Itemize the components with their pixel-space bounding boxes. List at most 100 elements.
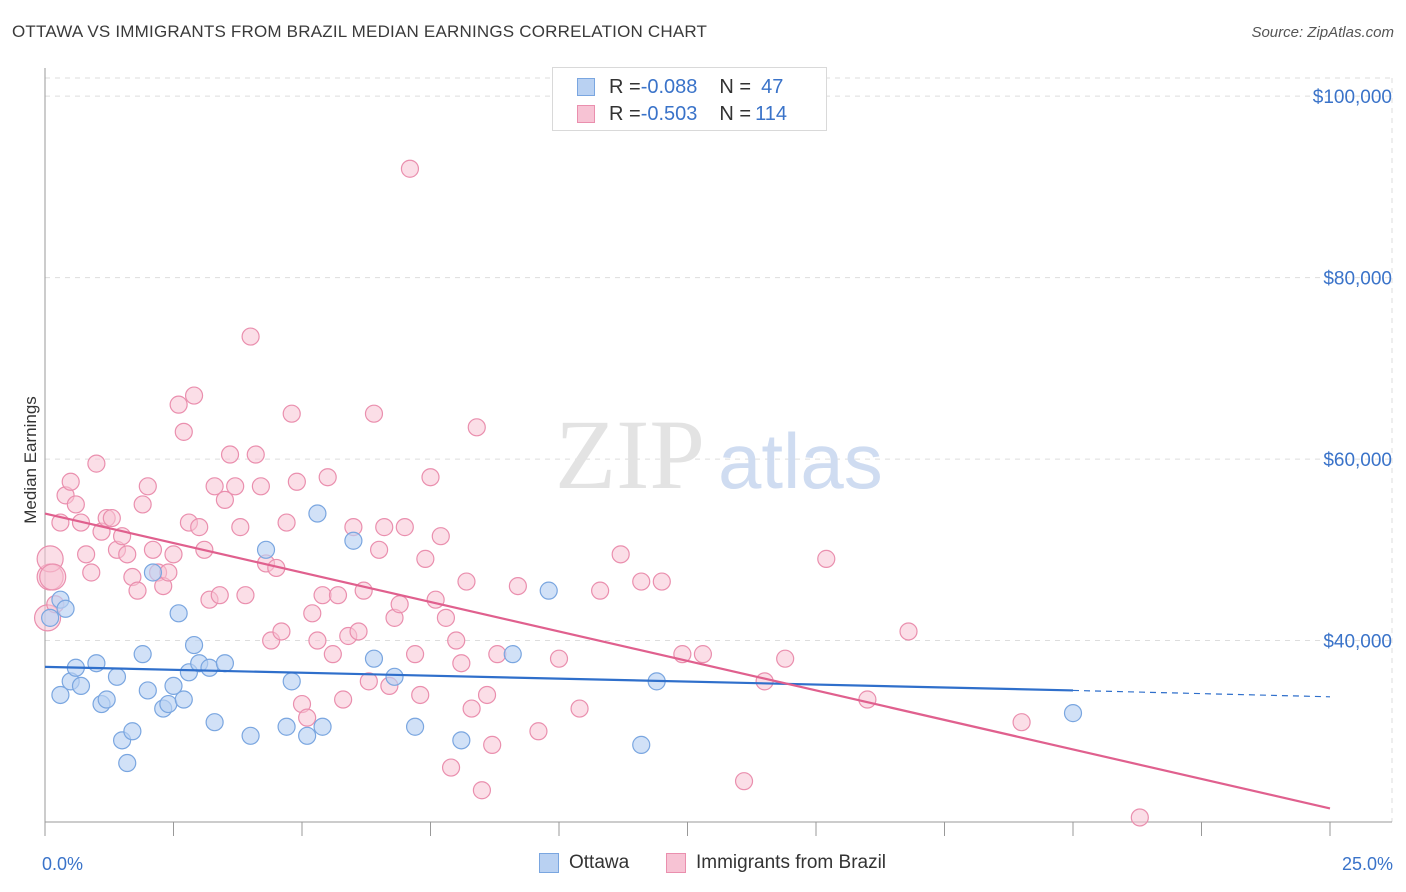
data-point-ottawa xyxy=(51,685,70,705)
data-point-brazil xyxy=(133,495,152,514)
data-point-ottawa xyxy=(56,599,75,618)
data-point-brazil xyxy=(467,418,486,437)
trend-line-brazil xyxy=(44,512,1331,810)
legend-n-value: 114 xyxy=(755,102,787,125)
data-point-brazil xyxy=(128,581,147,600)
data-point-ottawa xyxy=(405,717,425,736)
data-point-brazil xyxy=(143,540,163,559)
source-note: Source: ZipAtlas.com xyxy=(1251,24,1394,41)
data-point-brazil xyxy=(411,685,430,705)
data-point-ottawa xyxy=(215,654,234,673)
data-point-ottawa xyxy=(632,735,651,754)
data-point-brazil xyxy=(66,495,85,514)
grid-lines xyxy=(45,77,1393,822)
data-point-brazil xyxy=(858,690,877,709)
series-brazil-points xyxy=(33,159,1149,827)
data-point-ottawa xyxy=(97,690,116,709)
data-point-brazil xyxy=(1012,713,1031,732)
data-point-ottawa xyxy=(164,676,183,696)
data-point-brazil xyxy=(400,159,420,178)
x-tick-label-min: 0.0% xyxy=(42,854,83,874)
legend-n-label: N = xyxy=(719,75,752,98)
data-point-brazil xyxy=(184,386,204,405)
legend-swatch-brazil xyxy=(577,105,595,123)
data-point-brazil xyxy=(39,563,67,591)
bottom-legend-label-brazil: Immigrants from Brazil xyxy=(696,852,887,873)
data-point-brazil xyxy=(118,545,137,564)
data-point-ottawa xyxy=(298,726,317,745)
data-point-brazil xyxy=(298,708,317,727)
data-point-brazil xyxy=(303,604,322,623)
bottom-legend-swatch-brazil xyxy=(666,853,686,873)
y-tick-label: $40,000 xyxy=(1323,632,1392,653)
legend-n-label: N = xyxy=(719,102,752,125)
legend-r-label: R = xyxy=(609,75,641,98)
y-tick-label: $60,000 xyxy=(1323,450,1392,471)
legend-r-value: -0.503 xyxy=(640,102,698,125)
data-point-brazil xyxy=(215,490,234,510)
data-point-ottawa xyxy=(118,753,137,773)
data-point-brazil xyxy=(205,477,224,496)
data-point-brazil xyxy=(272,622,291,641)
data-point-ottawa xyxy=(364,649,384,668)
trend-line-ottawa xyxy=(44,665,1074,692)
data-point-brazil xyxy=(349,622,368,641)
data-point-ottawa xyxy=(71,676,91,696)
y-axis-label: Median Earnings xyxy=(21,396,40,524)
data-point-brazil xyxy=(138,477,157,496)
data-point-brazil xyxy=(570,699,589,718)
data-point-brazil xyxy=(632,572,651,591)
data-point-brazil xyxy=(652,572,671,591)
data-point-brazil xyxy=(277,513,296,532)
data-point-brazil xyxy=(436,608,456,627)
data-point-brazil xyxy=(370,540,389,559)
data-point-brazil xyxy=(318,468,337,487)
chart-title: OTTAWA VS IMMIGRANTS FROM BRAZIL MEDIAN … xyxy=(12,22,708,41)
data-point-brazil xyxy=(472,781,491,800)
watermark-zip: ZIP xyxy=(555,399,705,510)
data-point-ottawa xyxy=(539,581,558,600)
data-point-brazil xyxy=(477,685,497,705)
data-point-brazil xyxy=(82,563,101,582)
data-point-brazil xyxy=(1130,808,1149,827)
data-point-brazil xyxy=(431,527,450,546)
data-point-brazil xyxy=(426,590,445,609)
data-point-brazil xyxy=(375,518,394,537)
data-point-brazil xyxy=(174,422,193,441)
data-point-ottawa xyxy=(184,635,204,655)
data-point-ottawa xyxy=(503,645,522,664)
data-point-brazil xyxy=(416,549,435,568)
data-point-brazil xyxy=(251,477,270,496)
data-point-brazil xyxy=(308,631,327,650)
data-point-ottawa xyxy=(1063,704,1083,723)
legend-swatch-ottawa xyxy=(577,78,595,96)
data-point-ottawa xyxy=(41,608,60,627)
legend: R = -0.088 N = 47 R = -0.503 N = 114 xyxy=(552,67,827,131)
data-point-ottawa xyxy=(256,540,276,559)
data-point-brazil xyxy=(549,649,569,668)
data-point-brazil xyxy=(61,472,80,491)
data-point-ottawa xyxy=(282,672,301,691)
data-point-brazil xyxy=(457,572,476,591)
data-point-brazil xyxy=(323,645,342,664)
legend-r-value: -0.088 xyxy=(640,75,698,98)
data-point-ottawa xyxy=(308,504,327,523)
data-point-brazil xyxy=(226,477,245,496)
data-point-brazil xyxy=(483,735,502,754)
data-point-brazil xyxy=(287,472,306,491)
data-point-ottawa xyxy=(241,726,260,745)
data-point-ottawa xyxy=(138,681,157,700)
x-tick-label-max: 25.0% xyxy=(1342,854,1393,874)
data-point-ottawa xyxy=(123,722,142,741)
data-point-brazil xyxy=(591,581,610,600)
data-point-brazil xyxy=(364,404,384,423)
data-point-ottawa xyxy=(169,604,188,623)
bottom-legend: Ottawa Immigrants from Brazil xyxy=(0,852,1406,878)
data-point-brazil xyxy=(164,545,183,564)
data-point-ottawa xyxy=(133,645,152,664)
axes xyxy=(44,68,1392,836)
data-point-brazil xyxy=(328,586,348,605)
data-point-brazil xyxy=(395,518,414,537)
data-point-brazil xyxy=(231,518,250,537)
